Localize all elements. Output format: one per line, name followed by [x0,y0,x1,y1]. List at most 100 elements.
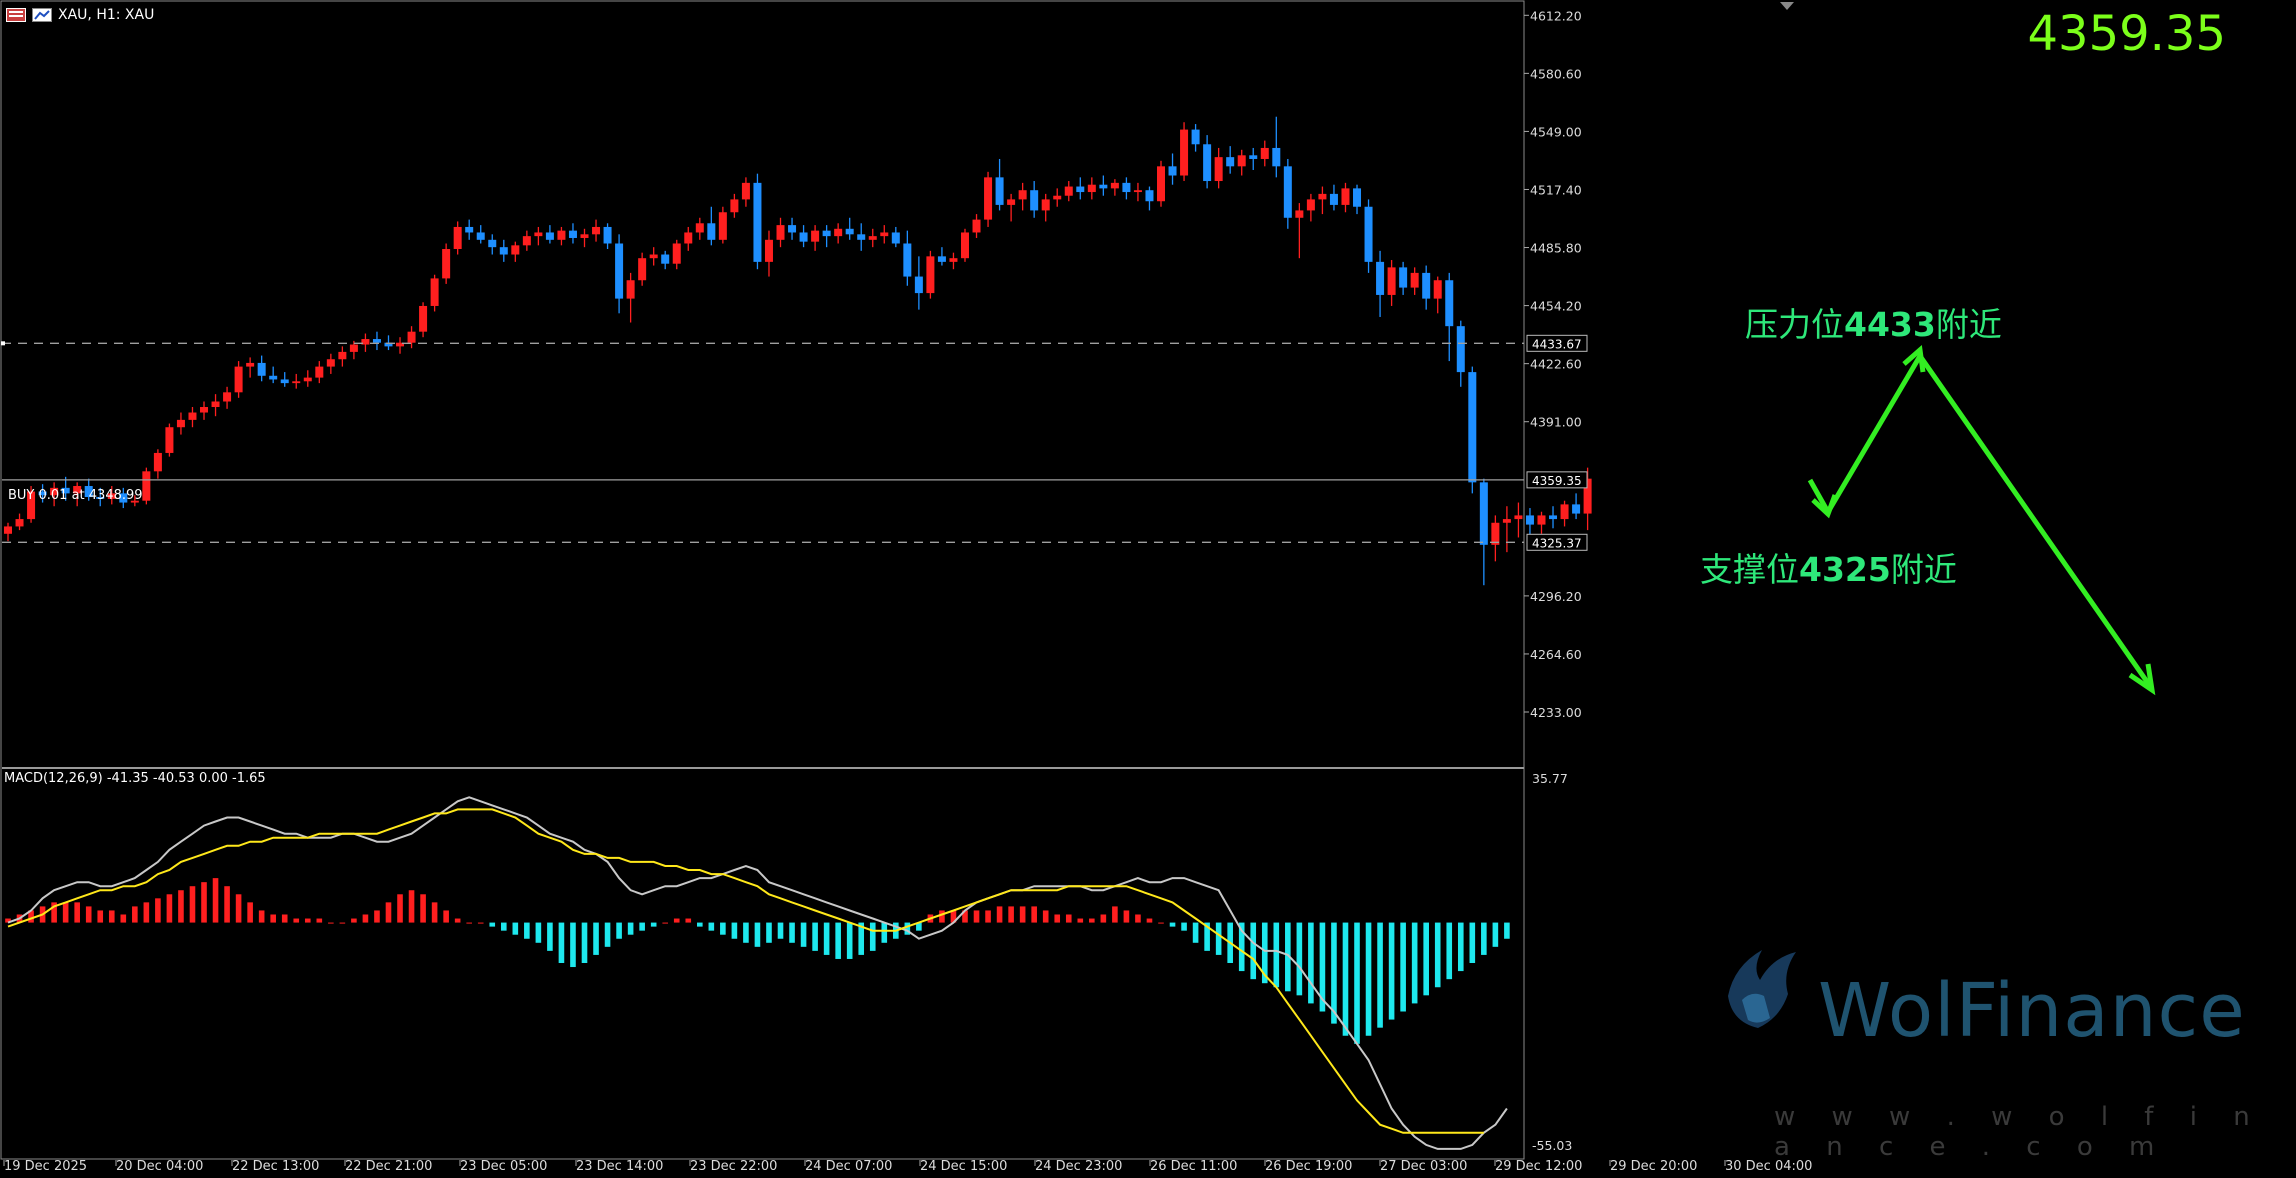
chart-type-icon [32,8,52,22]
macd-histogram-bar [1400,922,1406,1012]
watermark-brand: WolFinance [1818,968,2246,1054]
candle [200,401,209,420]
macd-histogram-bar [454,918,461,923]
macd-histogram-bar [270,914,276,923]
macd-histogram-bar [1135,914,1141,923]
candle [1191,124,1200,152]
scroll-marker-icon[interactable] [1780,2,1794,10]
candle [326,353,335,374]
candle [1353,184,1362,215]
macd-histogram-bar [1065,914,1072,923]
candle [1041,193,1050,222]
candle [1410,267,1419,295]
time-axis: 19 Dec 2025 20 Dec 04:00 22 Dec 13:00 22 De… [3,1159,1812,1174]
candle [1329,184,1338,211]
macd-histogram-bar [558,922,565,963]
candle [603,223,612,250]
candle [430,274,439,312]
time-tick-label: 27 Dec 03:00 [1380,1159,1467,1174]
macd-histogram-bar [328,922,334,924]
candle [592,219,601,242]
candle [984,171,993,227]
macd-histogram-bar [408,890,415,923]
level-label-4359.35: 4359.35 [1526,471,1588,489]
window-title: XAU, H1: XAU [58,7,155,23]
order-label[interactable]: BUY 0.01 at 4348.99 [8,488,143,503]
candle [1583,467,1592,531]
candle [1422,265,1431,310]
price-tick-label: 4612.20 [1530,8,1582,23]
macd-histogram-bar [950,910,957,923]
time-tick-label: 23 Dec 05:00 [460,1159,547,1174]
candle [972,214,981,238]
macd-histogram-bar [1388,922,1395,1020]
macd-histogram-bar [1019,906,1026,923]
macd-histogram-bar [166,894,173,923]
candle [1007,193,1016,222]
macd-histogram-bar [85,906,92,923]
candle [1514,502,1523,538]
macd-histogram-bar [1411,922,1418,1004]
candle [568,223,577,244]
macd-histogram-bar [5,918,11,923]
candle [1479,478,1488,586]
macd-histogram-bar [616,922,622,939]
support-annotation: 支撑位4325附近 [1700,543,1957,591]
current-price-display: 4359.35 [2027,6,2227,62]
candle [949,252,958,270]
price-pane[interactable] [2,116,1592,769]
macd-tick-label: -55.03 [1532,1138,1572,1153]
candle [476,225,485,244]
candle [1376,250,1385,317]
watermark-url: w w w . w o l f i n a n c e . c o m [1774,1102,2264,1162]
level-handle[interactable] [1,341,5,346]
macd-histogram-bar [1273,922,1280,988]
candle [788,217,797,240]
candle [1168,153,1177,185]
macd-histogram-bar [351,918,357,923]
macd-histogram-bar [1469,922,1476,963]
macd-histogram-bar [789,922,795,943]
candle [315,361,324,384]
macd-histogram-bar [1054,914,1061,923]
candle [914,256,923,310]
macd-histogram-bar [731,922,738,939]
candle [522,230,531,251]
price-tick-label: 4454.20 [1530,299,1582,314]
candle [119,487,128,509]
macd-histogram-bar [1204,922,1210,951]
macd-histogram-bar [650,922,657,927]
resistance-value: 4433 [1844,305,1936,344]
candle [615,234,624,314]
candle [1318,186,1327,215]
price-tick-label: 4517.40 [1530,182,1582,197]
candle [165,423,174,457]
macd-line [7,796,1508,1150]
candle [361,333,370,352]
candle [1387,260,1396,306]
macd-histogram-bar [1285,922,1291,992]
candle [407,326,416,349]
candle [292,373,301,389]
candle [73,482,82,507]
macd-histogram-bar [178,890,184,923]
time-tick-label: 20 Dec 04:00 [116,1159,203,1174]
macd-histogram-bar [62,902,69,923]
macd-histogram-bar [51,902,57,923]
macd-histogram-bar [1008,906,1014,923]
candle [188,407,197,428]
macd-histogram-bar [385,902,392,923]
candle [107,486,116,505]
candle [257,355,266,382]
macd-histogram-bar [1250,922,1257,980]
macd-histogram-bar [143,902,150,923]
candle [142,467,151,505]
candle [960,228,969,262]
candle [937,247,946,266]
candle [499,239,508,262]
macd-histogram-bar [339,922,346,924]
macd-histogram-bar [1181,922,1187,931]
candle [534,226,543,246]
candle [84,478,93,501]
